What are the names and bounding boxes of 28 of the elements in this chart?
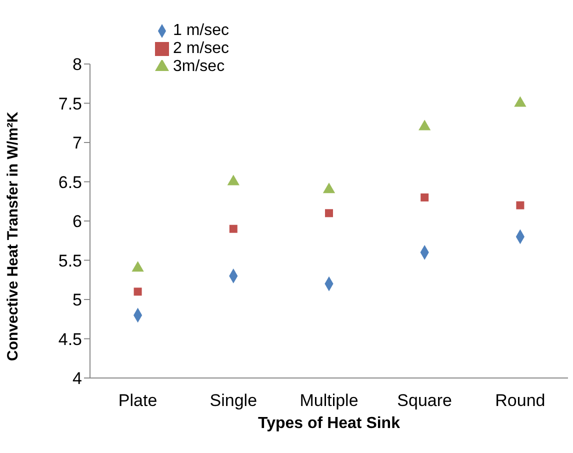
y-tick-label: 6	[72, 212, 82, 232]
point	[514, 96, 526, 107]
y-tick-label: 5.5	[58, 251, 82, 270]
point	[227, 174, 240, 186]
x-tick-label: Plate	[118, 391, 158, 410]
y-tick-label: 6.5	[58, 172, 82, 192]
y-tick-label: 8	[72, 55, 82, 74]
legend-label: 2 m/sec	[173, 40, 230, 57]
point	[420, 193, 429, 202]
y-axis-title: Convective Heat Transfer in W/m²K	[4, 112, 22, 361]
y-tick-label: 7.5	[58, 94, 82, 114]
point	[322, 182, 336, 194]
legend-label: 1 m/sec	[173, 22, 230, 39]
point	[229, 224, 238, 233]
point	[325, 209, 333, 218]
point	[418, 120, 431, 130]
x-tick-label: Multiple	[300, 391, 358, 410]
y-tick-label: 4.5	[58, 330, 82, 349]
y-tick-label: 4	[72, 369, 82, 388]
y-tick-label: 5	[72, 290, 82, 310]
x-axis-title: Types of Heat Sink	[258, 415, 400, 432]
point	[516, 201, 524, 210]
y-tick-label: 7	[72, 134, 82, 153]
x-tick-label: Round	[495, 391, 546, 410]
x-tick-label: Single	[210, 391, 258, 410]
legend-label: 3m/sec	[173, 58, 225, 75]
point	[134, 288, 142, 296]
x-tick-label: Square	[397, 391, 452, 410]
